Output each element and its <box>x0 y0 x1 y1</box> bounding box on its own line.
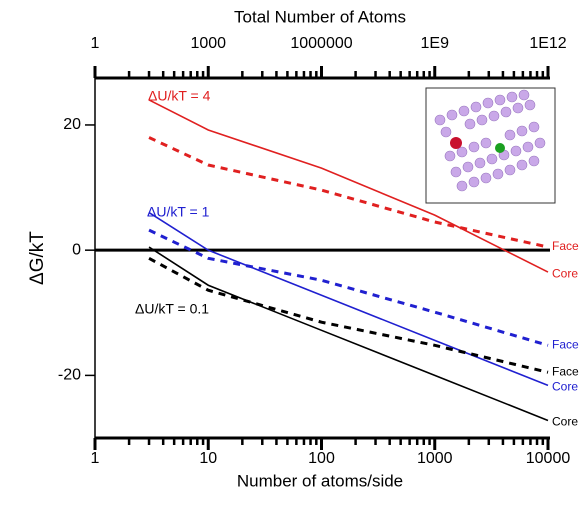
y-tick-label: -20 <box>58 367 81 384</box>
annotation: ΔU/kT = 0.1 <box>135 301 209 317</box>
inset-image <box>425 87 556 204</box>
x-tick-label: 100 <box>308 450 335 467</box>
x-tick-label: 1 <box>91 450 100 467</box>
series-line <box>148 256 549 374</box>
x2-tick-label: 1000 <box>190 35 226 52</box>
annotation: ΔU/kT = 1 <box>147 204 210 220</box>
x2-tick-label: 1E12 <box>529 35 566 52</box>
x-axis-title: Number of atoms/side <box>237 471 403 490</box>
series-line <box>148 136 549 249</box>
series-label: Face <box>552 338 579 352</box>
series-line <box>148 228 549 347</box>
x2-tick-label: 1000000 <box>290 35 352 52</box>
face-atom <box>495 143 505 153</box>
x-tick-label: 1000 <box>417 450 453 467</box>
annotation: ΔU/kT = 4 <box>148 88 211 104</box>
top-axis-title: Total Number of Atoms <box>234 7 406 26</box>
y-axis-title: ΔG/kT <box>27 231 48 285</box>
x2-tick-label: 1 <box>91 35 100 52</box>
series-label: Core <box>552 380 578 394</box>
y-tick-label: 20 <box>63 116 81 133</box>
x-tick-label: 10 <box>199 450 217 467</box>
core-atom <box>450 137 462 149</box>
series-line <box>148 99 549 273</box>
series-label: Core <box>552 415 578 429</box>
series-label: Face <box>552 239 579 253</box>
atoms <box>434 89 546 192</box>
y-tick-label: 0 <box>72 241 81 258</box>
x-tick-label: 10000 <box>526 450 571 467</box>
series-label: Core <box>552 266 578 280</box>
series-label: Face <box>552 364 579 378</box>
series-line <box>148 246 549 422</box>
x2-tick-label: 1E9 <box>421 35 450 52</box>
